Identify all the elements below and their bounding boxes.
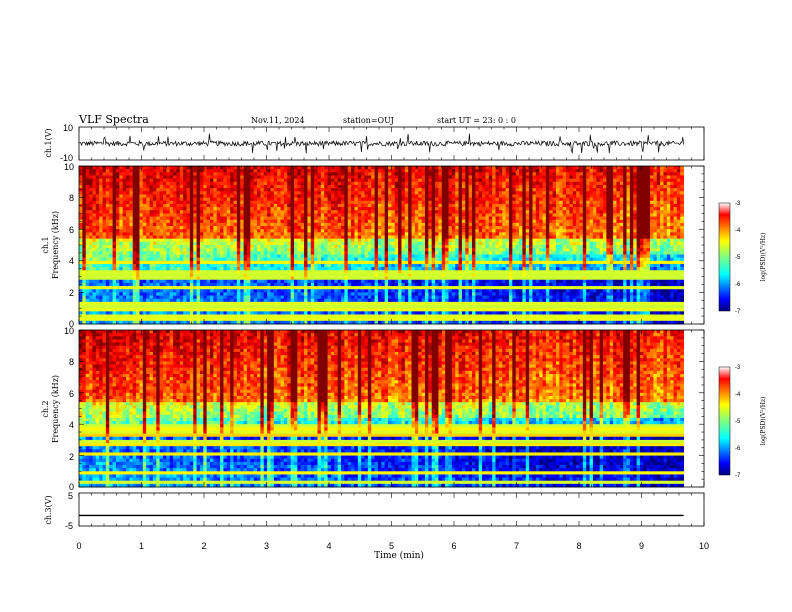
ch1-freq-tick-4: 4	[69, 256, 74, 266]
ch1-ytick-top: 10	[63, 123, 73, 133]
ch1-ytick-bottom: -10	[60, 153, 73, 163]
ch2-spectrogram-ylabel: Frequency (kHz)	[51, 375, 60, 443]
x-tick-label-3: 3	[264, 541, 269, 551]
ch3-waveform-ylabel: ch.3(V)	[44, 495, 53, 524]
ch3-ytick-top: 5	[68, 491, 73, 501]
ch1-spectrogram-panel: 10 8 6 4 2 0 ch.1 Frequency (kHz)	[41, 162, 705, 329]
ch1-freq-tick-0: 0	[69, 319, 74, 329]
ch1-freq-tick-8: 8	[69, 193, 74, 203]
ch3-ytick-bottom: -5	[65, 521, 73, 531]
ch2-colorbar-gradient	[718, 366, 731, 476]
ch3-waveform-panel: 5 -5 ch.3(V)	[44, 491, 705, 531]
ch2-cbar-tick-m5: -5	[735, 419, 741, 425]
ch1-waveform-ylabel: ch.1(V)	[44, 128, 53, 157]
ch1-cbar-tick-m4: -4	[735, 228, 741, 234]
ch1-cbar-tick-m7: -7	[735, 309, 741, 315]
ch1-spectrogram-ylabel-top: ch.1	[41, 236, 50, 253]
ch1-colorbar-label: log(PSD)(V²/Hz)	[760, 233, 767, 282]
ch1-waveform-panel: 10 -10 ch.1(V)	[44, 123, 705, 163]
ch2-cbar-tick-m4: -4	[735, 392, 741, 398]
x-tick-label-8: 8	[576, 541, 581, 551]
ch1-cbar-tick-m6: -6	[735, 282, 741, 288]
ch2-colorbar: -3 -4 -5 -6 -7 log(PSD)(V²/Hz)	[718, 365, 767, 479]
header-start-time: start UT = 23: 0 : 0	[437, 116, 516, 125]
ch1-waveform-trace	[78, 133, 684, 154]
x-axis-label: Time (min)	[374, 550, 424, 561]
x-tick-label-2: 2	[201, 541, 206, 551]
ch2-cbar-tick-m7: -7	[735, 473, 741, 479]
ch2-colorbar-label: log(PSD)(V²/Hz)	[760, 397, 767, 446]
axis-tick-marks	[78, 127, 705, 526]
ch2-freq-tick-8: 8	[69, 357, 74, 367]
header-station: station=OUJ	[343, 116, 394, 125]
ch2-freq-tick-4: 4	[69, 420, 74, 430]
x-tick-label-0: 0	[76, 541, 81, 551]
ch1-freq-tick-6: 6	[69, 225, 74, 235]
x-tick-label-10: 10	[699, 541, 709, 551]
ch1-colorbar-gradient	[718, 202, 731, 312]
ch2-freq-tick-10: 10	[64, 326, 74, 336]
ch1-spectrogram-ylabel: Frequency (kHz)	[51, 211, 60, 279]
x-tick-label-1: 1	[139, 541, 144, 551]
x-tick-label-4: 4	[326, 541, 331, 551]
ch1-freq-tick-2: 2	[69, 288, 74, 298]
x-tick-label-5: 5	[389, 541, 394, 551]
ch1-cbar-tick-m3: -3	[735, 201, 741, 207]
x-tick-label-7: 7	[514, 541, 519, 551]
header-date: Nov.11, 2024	[251, 116, 305, 125]
ch1-freq-tick-10: 10	[64, 162, 74, 172]
ch2-spectrogram-ylabel-top: ch.2	[41, 400, 50, 417]
ch2-cbar-tick-m3: -3	[735, 365, 741, 371]
ch2-freq-tick-6: 6	[69, 389, 74, 399]
ch1-spectrogram-image	[79, 166, 685, 325]
ch2-freq-tick-2: 2	[69, 452, 74, 462]
ch2-cbar-tick-m6: -6	[735, 446, 741, 452]
ch2-spectrogram-image	[79, 330, 685, 488]
x-axis: 0 1 2 3 4 5 6 7 8 9 10 Time (min)	[76, 541, 709, 561]
figure-title: VLF Spectra	[78, 113, 149, 126]
ch1-colorbar: -3 -4 -5 -6 -7 log(PSD)(V²/Hz)	[718, 201, 767, 315]
x-tick-label-6: 6	[451, 541, 456, 551]
ch2-spectrogram-panel: 10 8 6 4 2 0 ch.2 Frequency (kHz)	[41, 326, 705, 492]
ch2-freq-tick-0: 0	[69, 482, 74, 492]
ch1-cbar-tick-m5: -5	[735, 255, 741, 261]
x-tick-label-9: 9	[639, 541, 644, 551]
